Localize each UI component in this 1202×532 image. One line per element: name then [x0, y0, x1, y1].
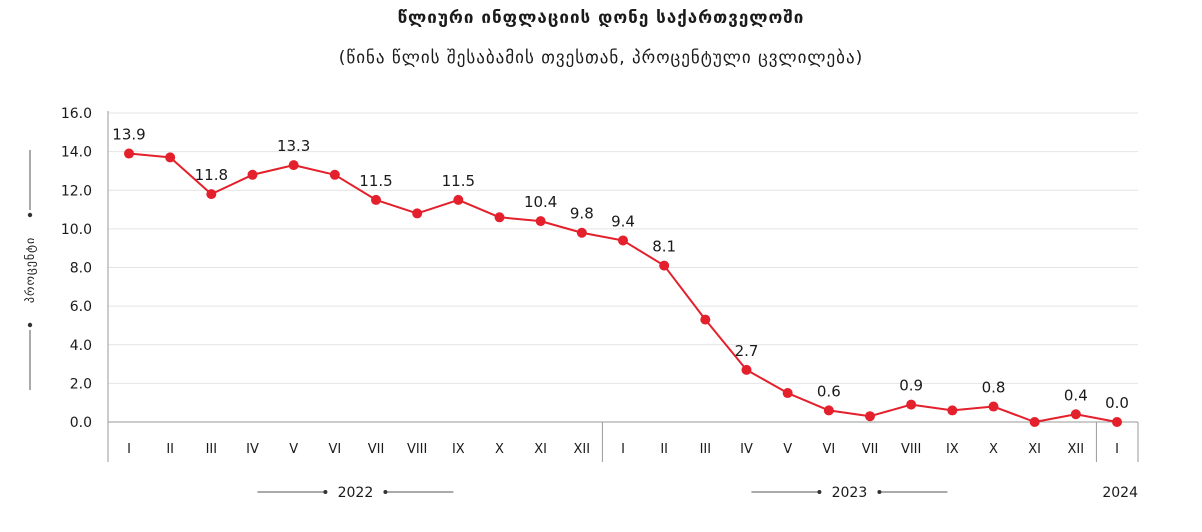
year-label: 2024: [1102, 485, 1138, 501]
data-label: 0.6: [817, 382, 841, 400]
data-label: 9.8: [570, 205, 594, 223]
x-tick-label: VIII: [901, 442, 921, 457]
x-tick-label: I: [1115, 442, 1119, 457]
x-tick-label: I: [621, 442, 625, 457]
data-point: [124, 148, 134, 159]
x-tick-label: VII: [862, 442, 879, 457]
data-label: 9.4: [611, 212, 635, 230]
y-tick-label: 14.0: [61, 145, 92, 161]
year-deco-dot: [817, 490, 822, 494]
x-tick-label: XI: [534, 442, 547, 457]
x-tick-label: X: [495, 442, 504, 457]
data-point: [206, 189, 217, 200]
x-tick-label: II: [660, 442, 668, 457]
data-label: 10.4: [524, 193, 557, 211]
x-tick-label: VI: [328, 442, 341, 457]
data-point: [823, 405, 834, 416]
x-tick-label: IV: [740, 442, 753, 457]
data-point: [371, 194, 381, 205]
data-label: 8.1: [652, 238, 676, 256]
x-tick-label: IV: [246, 442, 259, 457]
x-tick-label: VIII: [407, 442, 427, 457]
data-point: [782, 388, 793, 399]
y-tick-label: 12.0: [61, 183, 92, 199]
x-tick-label: XII: [1068, 442, 1085, 457]
data-point: [659, 260, 670, 271]
x-tick-label: IX: [452, 442, 465, 457]
data-point: [988, 401, 999, 412]
y-tick-label: 16.0: [61, 106, 92, 122]
y-tick-label: 6.0: [70, 299, 92, 315]
x-tick-label: XII: [574, 442, 591, 457]
data-label: 13.9: [112, 126, 145, 144]
x-tick-label: IX: [946, 442, 959, 457]
year-deco-dot: [323, 490, 328, 494]
year-label: 2022: [338, 485, 374, 501]
y-tick-label: 2.0: [70, 376, 92, 392]
data-point: [247, 169, 258, 180]
y-tick-label: 4.0: [70, 338, 92, 354]
y-tick-label: 8.0: [70, 261, 92, 277]
data-point: [618, 235, 628, 246]
x-tick-label: VII: [368, 442, 385, 457]
data-point: [494, 212, 505, 223]
data-point: [1070, 409, 1081, 420]
x-tick-label: I: [127, 442, 131, 457]
data-point: [576, 227, 587, 238]
data-label: 11.5: [442, 172, 475, 190]
ylabel-deco-dot: [27, 212, 33, 218]
data-label: 11.5: [359, 172, 392, 190]
x-tick-label: XI: [1028, 442, 1041, 457]
data-point: [453, 194, 464, 205]
y-tick-label: 0.0: [70, 415, 92, 431]
chart-title: წლიური ინფლაციის დონე საქართველოში: [397, 8, 805, 28]
x-tick-label: II: [166, 442, 174, 457]
data-label: 13.3: [277, 137, 310, 155]
data-point: [865, 411, 875, 422]
data-label: 2.7: [735, 342, 759, 360]
y-axis-title: პროცენტი: [23, 237, 37, 303]
data-label: 0.0: [1105, 394, 1129, 412]
data-point: [947, 405, 958, 416]
data-point: [1029, 417, 1040, 427]
data-point: [165, 152, 176, 163]
data-point: [288, 160, 299, 171]
data-label: 0.9: [899, 377, 923, 395]
x-tick-label: V: [289, 442, 298, 457]
x-tick-label: III: [206, 442, 218, 457]
data-point: [1112, 417, 1122, 427]
x-tick-label: VI: [822, 442, 835, 457]
data-point: [412, 208, 423, 219]
data-point: [741, 364, 752, 375]
x-tick-label: III: [700, 442, 712, 457]
data-label: 11.8: [195, 166, 228, 184]
x-tick-label: X: [989, 442, 998, 457]
chart-subtitle: (წინა წლის შესაბამის თვესთან, პროცენტული…: [338, 48, 864, 68]
data-label: 0.8: [982, 379, 1006, 397]
data-label: 0.4: [1064, 386, 1088, 404]
x-tick-label: V: [783, 442, 792, 457]
year-label: 2023: [832, 485, 868, 501]
data-point: [329, 169, 340, 180]
data-point: [906, 399, 917, 410]
series-line: [128, 152, 1118, 423]
year-deco-dot: [877, 490, 882, 494]
data-point: [700, 314, 711, 325]
year-deco-dot: [383, 490, 388, 494]
y-tick-label: 10.0: [61, 222, 92, 238]
data-point: [535, 216, 546, 227]
ylabel-deco-dot: [27, 322, 33, 328]
